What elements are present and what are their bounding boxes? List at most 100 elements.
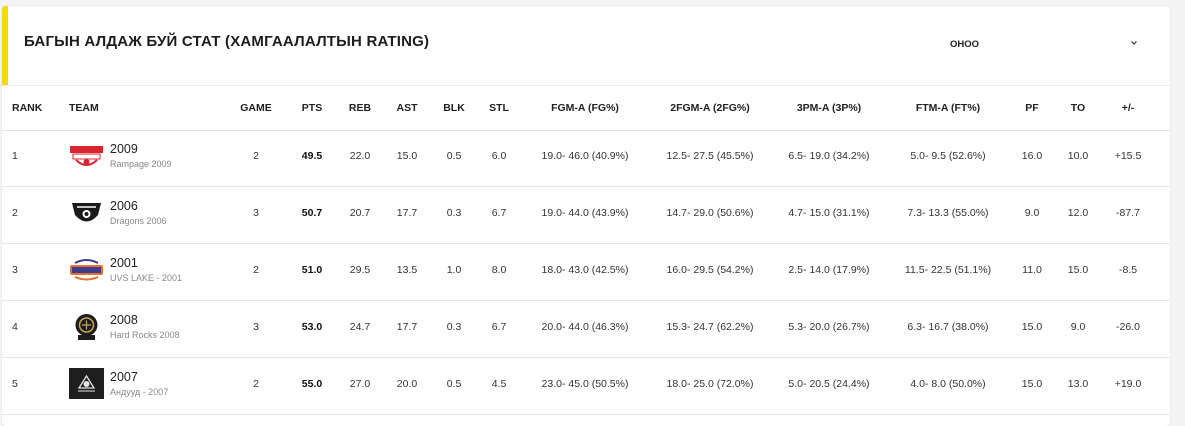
plus-minus-cell: -87.7 bbox=[1116, 207, 1140, 219]
rank-cell: 1 bbox=[12, 150, 18, 162]
fg2-cell: 12.5- 27.5 (45.5%) bbox=[666, 150, 754, 162]
team-name[interactable]: 2009 bbox=[110, 142, 138, 156]
to-cell: 15.0 bbox=[1067, 264, 1089, 276]
rank-cell: 5 bbox=[12, 378, 18, 390]
accent-bar bbox=[2, 6, 8, 85]
anduud-logo bbox=[69, 368, 104, 399]
fg2-cell: 15.3- 24.7 (62.2%) bbox=[666, 321, 754, 333]
reb-cell: 29.5 bbox=[349, 264, 371, 276]
ft-cell: 11.5- 22.5 (51.1%) bbox=[904, 264, 992, 276]
fg-cell: 18.0- 43.0 (42.5%) bbox=[541, 264, 629, 276]
col-pf[interactable]: PF bbox=[1025, 102, 1039, 114]
col-rank[interactable]: RANK bbox=[12, 102, 43, 114]
col-pts[interactable]: PTS bbox=[301, 102, 323, 114]
col-blk[interactable]: BLK bbox=[443, 102, 465, 114]
team-name[interactable]: 2007 bbox=[110, 370, 138, 384]
pf-cell: 16.0 bbox=[1021, 150, 1043, 162]
pts-cell: 53.0 bbox=[301, 321, 323, 333]
col-2fg[interactable]: 2FGM-A (2FG%) bbox=[670, 102, 750, 114]
pts-cell: 50.7 bbox=[301, 207, 323, 219]
fg-cell: 20.0- 44.0 (46.3%) bbox=[541, 321, 629, 333]
game-cell: 3 bbox=[253, 321, 259, 333]
team-subtitle: Dragons 2006 bbox=[110, 216, 167, 226]
to-cell: 13.0 bbox=[1067, 378, 1089, 390]
col-ft[interactable]: FTM-A (FT%) bbox=[915, 102, 981, 114]
rampage-logo bbox=[70, 146, 103, 166]
pf-cell: 11.0 bbox=[1022, 264, 1042, 276]
col-to[interactable]: TO bbox=[1070, 102, 1086, 114]
game-cell: 3 bbox=[253, 207, 259, 219]
ast-cell: 15.0 bbox=[396, 150, 418, 162]
col-game[interactable]: GAME bbox=[240, 102, 272, 114]
stl-cell: 6.7 bbox=[491, 321, 507, 333]
table-row[interactable]: 5 2007 Андууд - 2007 2 55.0 27.0 20.0 0.… bbox=[2, 357, 1170, 415]
ast-cell: 13.5 bbox=[396, 264, 418, 276]
team-subtitle: Rampage 2009 bbox=[110, 159, 172, 169]
ast-cell: 20.0 bbox=[396, 378, 418, 390]
pts-cell: 55.0 bbox=[301, 378, 323, 390]
pf-cell: 15.0 bbox=[1021, 321, 1043, 333]
fg3-cell: 2.5- 14.0 (17.9%) bbox=[788, 264, 870, 276]
page-title: БАГЫН АЛДАЖ БУЙ СТАТ (ХАМГААЛАЛТЫН RATIN… bbox=[24, 33, 430, 50]
col-fg[interactable]: FGM-A (FG%) bbox=[551, 102, 619, 114]
ft-cell: 4.0- 8.0 (50.0%) bbox=[910, 378, 986, 390]
col-ast[interactable]: AST bbox=[396, 102, 418, 114]
stl-cell: 6.0 bbox=[491, 150, 507, 162]
fg-cell: 19.0- 44.0 (43.9%) bbox=[541, 207, 629, 219]
fg2-cell: 16.0- 29.5 (54.2%) bbox=[666, 264, 754, 276]
table-row[interactable]: 3 2001 UVS LAKE - 2001 2 51.0 29.5 13.5 … bbox=[2, 243, 1170, 301]
pf-cell: 9.0 bbox=[1024, 207, 1040, 219]
stl-cell: 4.5 bbox=[491, 378, 507, 390]
team-name[interactable]: 2001 bbox=[110, 256, 138, 270]
table-row[interactable]: 2 2006 Dragons 2006 3 50.7 20.7 17.7 0.3… bbox=[2, 186, 1170, 244]
blk-cell: 0.3 bbox=[446, 207, 462, 219]
game-cell: 2 bbox=[253, 378, 259, 390]
fg2-cell: 14.7- 29.0 (50.6%) bbox=[666, 207, 754, 219]
rank-cell: 4 bbox=[12, 321, 18, 333]
team-name[interactable]: 2006 bbox=[110, 199, 138, 213]
ft-cell: 5.0- 9.5 (52.6%) bbox=[910, 150, 986, 162]
chevron-down-icon[interactable] bbox=[1127, 36, 1141, 50]
col-3p[interactable]: 3PM-A (3P%) bbox=[796, 102, 862, 114]
plus-minus-cell: +15.5 bbox=[1114, 150, 1142, 162]
col-stl[interactable]: STL bbox=[489, 102, 509, 114]
ft-cell: 6.3- 16.7 (38.0%) bbox=[907, 321, 989, 333]
fg-cell: 19.0- 46.0 (40.9%) bbox=[541, 150, 629, 162]
fg2-cell: 18.0- 25.0 (72.0%) bbox=[666, 378, 754, 390]
uvs-lake-logo bbox=[70, 259, 103, 281]
col-reb[interactable]: REB bbox=[348, 102, 372, 114]
stl-cell: 6.7 bbox=[491, 207, 507, 219]
team-name[interactable]: 2008 bbox=[110, 313, 138, 327]
team-subtitle: UVS LAKE - 2001 bbox=[110, 273, 183, 283]
ft-cell: 7.3- 13.3 (55.0%) bbox=[907, 207, 989, 219]
plus-minus-cell: +19.0 bbox=[1114, 378, 1142, 390]
pts-cell: 49.5 bbox=[301, 150, 323, 162]
to-cell: 9.0 bbox=[1070, 321, 1086, 333]
col-plus-minus[interactable]: +/- bbox=[1121, 102, 1135, 114]
team-subtitle: Андууд - 2007 bbox=[110, 387, 169, 397]
reb-cell: 22.0 bbox=[349, 150, 371, 162]
table-row[interactable]: 1 2009 Rampage 2009 2 49.5 22.0 15.0 0.5… bbox=[2, 129, 1170, 187]
pf-cell: 15.0 bbox=[1021, 378, 1043, 390]
reb-cell: 20.7 bbox=[349, 207, 371, 219]
fg3-cell: 5.3- 20.0 (26.7%) bbox=[788, 321, 870, 333]
rank-cell: 3 bbox=[12, 264, 18, 276]
rank-cell: 2 bbox=[12, 207, 18, 219]
reb-cell: 24.7 bbox=[349, 321, 371, 333]
plus-minus-cell: -26.0 bbox=[1116, 321, 1140, 333]
dragons-logo bbox=[72, 203, 101, 222]
reb-cell: 27.0 bbox=[349, 378, 371, 390]
game-cell: 2 bbox=[253, 150, 259, 162]
fg-cell: 23.0- 45.0 (50.5%) bbox=[541, 378, 629, 390]
col-team[interactable]: TEAM bbox=[69, 102, 99, 114]
stl-cell: 8.0 bbox=[491, 264, 507, 276]
fg3-cell: 4.7- 15.0 (31.1%) bbox=[788, 207, 870, 219]
team-subtitle: Hard Rocks 2008 bbox=[110, 330, 180, 340]
fg3-cell: 6.5- 19.0 (34.2%) bbox=[788, 150, 870, 162]
pts-cell: 51.0 bbox=[301, 264, 323, 276]
stat-type-select[interactable]: ОНОО bbox=[950, 39, 980, 50]
ast-cell: 17.7 bbox=[396, 207, 418, 219]
table-row[interactable]: 4 2008 Hard Rocks 2008 3 53.0 24.7 17.7 … bbox=[2, 300, 1170, 358]
blk-cell: 0.3 bbox=[446, 321, 462, 333]
team-stats-card: БАГЫН АЛДАЖ БУЙ СТАТ (ХАМГААЛАЛТЫН RATIN… bbox=[2, 6, 1170, 426]
